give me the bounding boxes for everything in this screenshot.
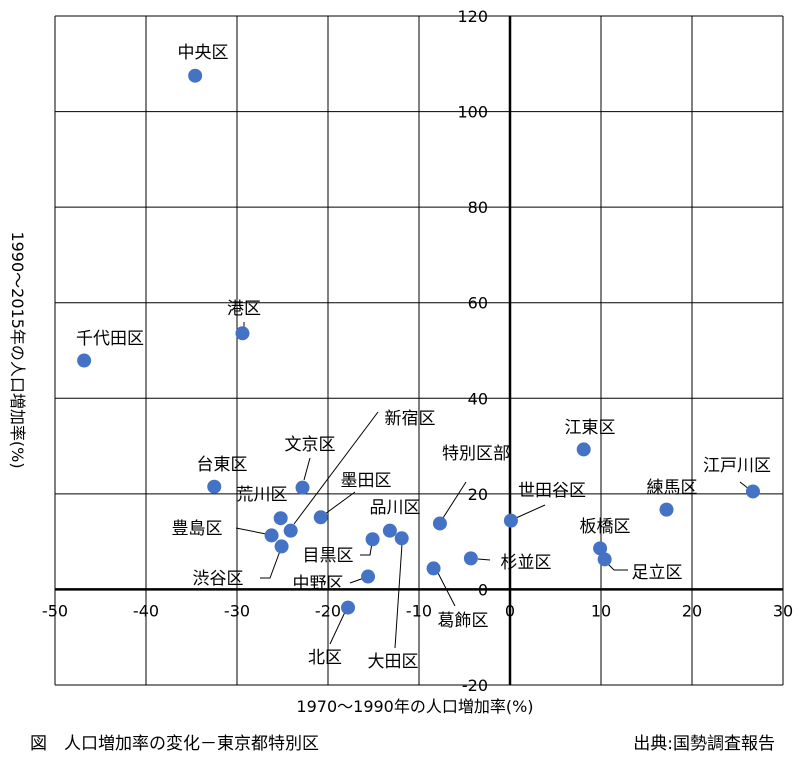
leader-line bbox=[303, 457, 311, 481]
data-point bbox=[264, 528, 279, 543]
data-point bbox=[745, 484, 760, 499]
point-label: 中央区 bbox=[178, 43, 229, 63]
leader-line bbox=[394, 543, 403, 649]
leader-line bbox=[515, 504, 546, 519]
data-point bbox=[503, 513, 518, 528]
data-point bbox=[313, 510, 328, 525]
data-point bbox=[295, 480, 310, 495]
point-label: 台東区 bbox=[197, 455, 248, 475]
data-point bbox=[207, 479, 222, 494]
leader-line bbox=[260, 550, 281, 579]
points bbox=[77, 68, 760, 615]
data-point bbox=[235, 326, 250, 341]
x-tick-label: 0 bbox=[505, 601, 515, 620]
point-label: 江東区 bbox=[565, 418, 616, 438]
data-point bbox=[597, 552, 612, 567]
y-tick-label: 40 bbox=[468, 389, 488, 408]
point-label: 品川区 bbox=[370, 498, 421, 518]
x-tick-label: -20 bbox=[315, 601, 341, 620]
data-point bbox=[274, 539, 289, 554]
point-label: 大田区 bbox=[368, 652, 419, 672]
data-point bbox=[382, 523, 397, 538]
y-tick-label: 120 bbox=[457, 7, 488, 26]
data-point bbox=[463, 551, 478, 566]
y-tick-label: 80 bbox=[468, 198, 488, 217]
leader-line bbox=[293, 411, 379, 525]
tick-labels: -50 -40 -30 -20 -10 0 10 20 30 -20 0 20 40 60 80 100 120 bbox=[42, 7, 793, 695]
data-point bbox=[365, 532, 380, 547]
data-point bbox=[283, 523, 298, 538]
y-tick-label: 60 bbox=[468, 294, 488, 313]
data-point bbox=[188, 68, 203, 83]
point-label: 渋谷区 bbox=[193, 569, 244, 589]
leader-line bbox=[442, 481, 467, 519]
x-axis-title: 1970〜1990年の人口増加率(%) bbox=[296, 697, 533, 716]
y-axis-title: 1990〜2015年の人口増加率(%) bbox=[8, 231, 27, 468]
leader-line bbox=[437, 572, 456, 607]
point-label: 新宿区 bbox=[385, 409, 436, 429]
x-tick-label: -30 bbox=[224, 601, 250, 620]
point-label: 世田谷区 bbox=[518, 481, 586, 501]
point-label: 葛飾区 bbox=[438, 611, 489, 631]
point-label: 文京区 bbox=[285, 435, 336, 455]
point-label: 北区 bbox=[308, 648, 342, 668]
y-tick-label: 100 bbox=[457, 103, 488, 122]
point-label: 目黒区 bbox=[303, 546, 354, 566]
point-label: 千代田区 bbox=[76, 329, 144, 349]
point-label: 豊島区 bbox=[172, 519, 223, 539]
data-point bbox=[432, 516, 447, 531]
data-point bbox=[659, 502, 674, 517]
point-label: 練馬区 bbox=[647, 478, 698, 498]
x-tick-label: 30 bbox=[773, 601, 793, 620]
data-point bbox=[77, 353, 92, 368]
x-tick-label: -40 bbox=[133, 601, 159, 620]
point-label: 足立区 bbox=[632, 563, 683, 583]
y-tick-label: -20 bbox=[462, 676, 488, 695]
point-label: 板橋区 bbox=[580, 517, 631, 537]
x-tick-label: 20 bbox=[682, 601, 702, 620]
data-point bbox=[361, 569, 376, 584]
point-label: 中野区 bbox=[293, 574, 344, 594]
data-point bbox=[394, 531, 409, 546]
source-note: 出典:国勢調査報告 bbox=[633, 734, 775, 754]
leader-lines bbox=[235, 322, 750, 649]
point-label: 杉並区 bbox=[501, 553, 552, 573]
data-point bbox=[593, 541, 608, 556]
point-label: 荒川区 bbox=[237, 485, 288, 505]
x-tick-label: 10 bbox=[591, 601, 611, 620]
point-label: 港区 bbox=[227, 299, 261, 319]
data-point bbox=[273, 511, 288, 526]
leader-line bbox=[477, 558, 491, 561]
data-point bbox=[341, 600, 356, 615]
point-label: 墨田区 bbox=[341, 471, 392, 491]
point-label: 江戸川区 bbox=[703, 456, 771, 476]
leader-line bbox=[329, 611, 346, 645]
data-point bbox=[426, 561, 441, 576]
leader-line bbox=[360, 542, 373, 556]
x-tick-label: -50 bbox=[42, 601, 68, 620]
x-tick-label: -10 bbox=[406, 601, 432, 620]
leader-line bbox=[324, 491, 356, 515]
grid bbox=[54, 15, 784, 686]
leader-line bbox=[235, 527, 267, 535]
data-point bbox=[576, 442, 591, 457]
point-label: 特別区部 bbox=[442, 444, 510, 464]
y-tick-label: 0 bbox=[478, 580, 488, 599]
y-tick-label: 20 bbox=[468, 485, 488, 504]
figure-caption: 図 人口増加率の変化－東京都特別区 bbox=[30, 734, 319, 754]
